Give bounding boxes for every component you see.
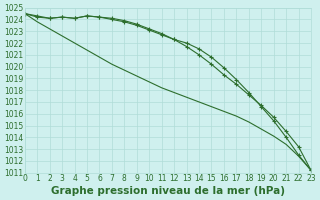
X-axis label: Graphe pression niveau de la mer (hPa): Graphe pression niveau de la mer (hPa) (51, 186, 285, 196)
